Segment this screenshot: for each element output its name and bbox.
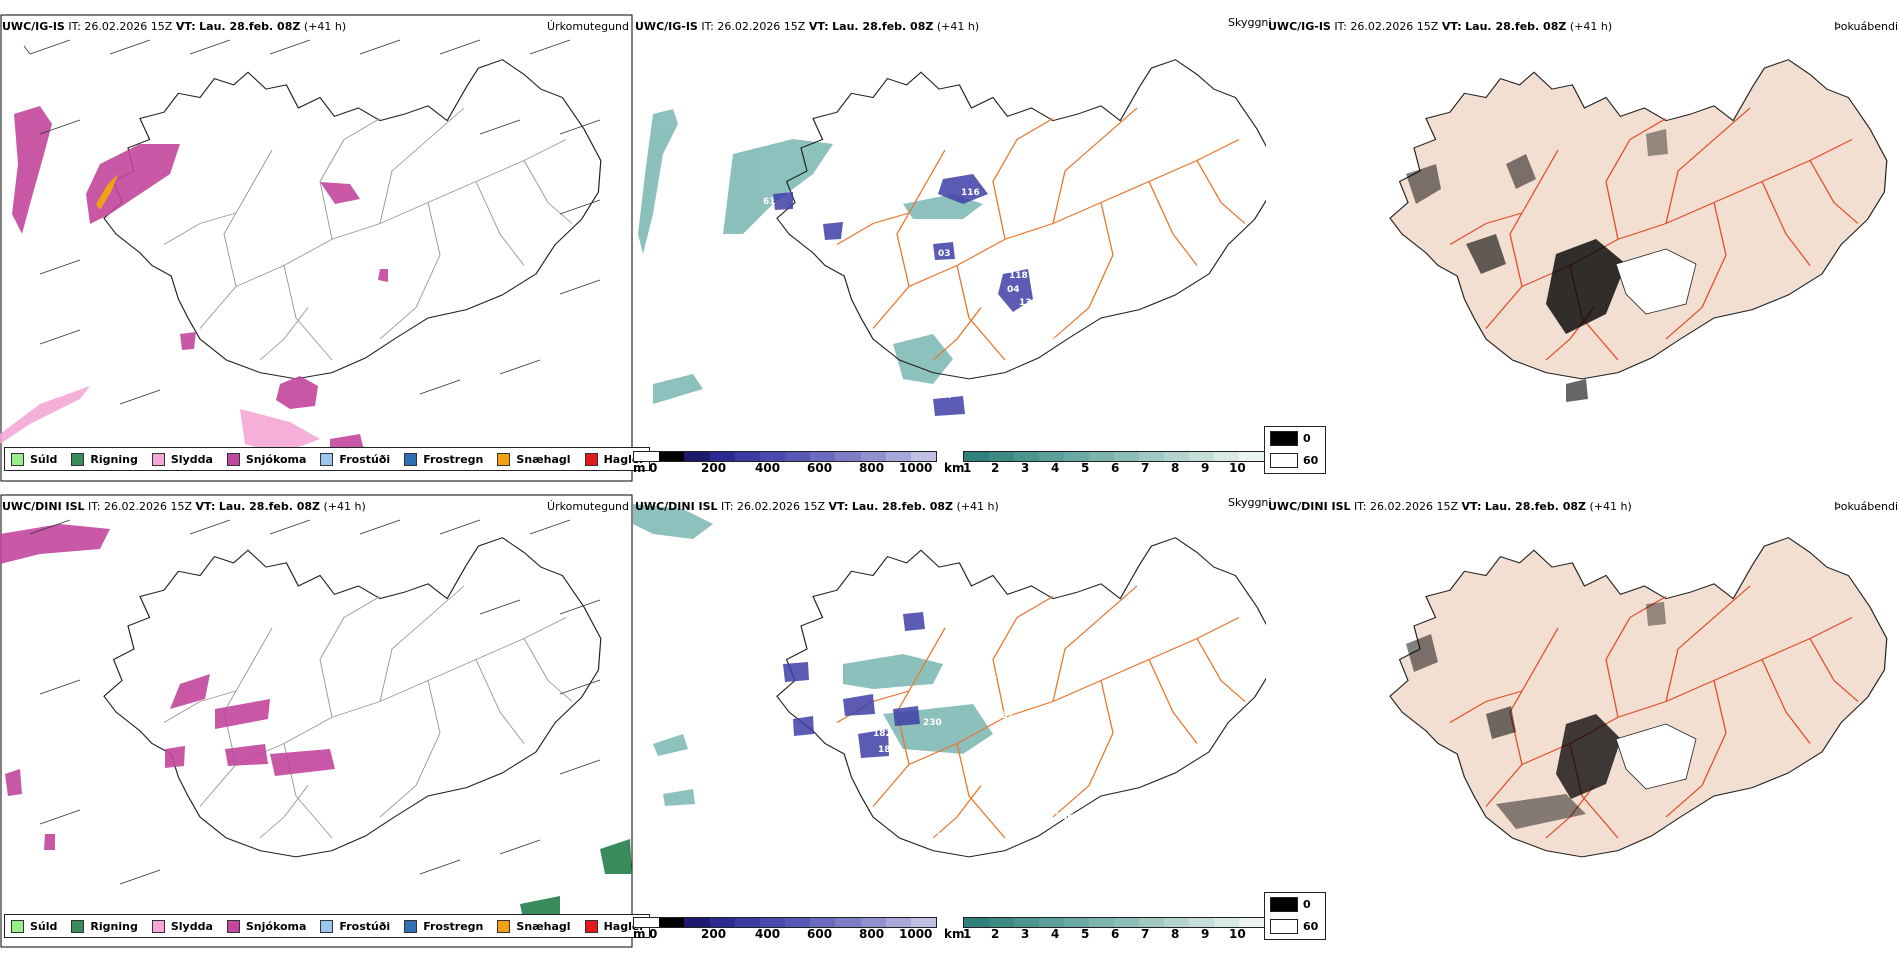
fog-legend: 0 60 bbox=[1264, 426, 1326, 474]
snow-areas bbox=[0, 524, 335, 850]
panel-header: UWC/IG-IS IT: 26.02.2026 15Z VT: Lau. 28… bbox=[2, 20, 347, 33]
cloud-label: 13 bbox=[991, 671, 1004, 681]
cloud-label: 131 bbox=[995, 711, 1014, 721]
cloud-base-colorbar bbox=[633, 451, 937, 462]
graupel-streak bbox=[96, 174, 118, 210]
cloud-label: 2 bbox=[1053, 337, 1059, 347]
cloud-label: 04 bbox=[1007, 285, 1020, 295]
legend-item: Frostúði bbox=[320, 919, 390, 933]
legend-item: Snæhagl bbox=[497, 452, 571, 466]
panel-title: Skyggni bbox=[1228, 16, 1272, 29]
panel-header: UWC/IG-IS IT: 26.02.2026 15Z VT: Lau. 28… bbox=[635, 20, 980, 33]
cloud-label: 128 bbox=[929, 832, 948, 842]
fog-legend: 0 60 bbox=[1264, 892, 1326, 940]
precip-type-panel: UWC/IG-IS IT: 26.02.2026 15Z VT: Lau. 28… bbox=[0, 14, 651, 484]
fog-index-panel: UWC/DINI ISL IT: 26.02.2026 15Z VT: Lau.… bbox=[1264, 494, 1900, 964]
cloud-label: 61 bbox=[763, 197, 776, 207]
cloud-label: 230 bbox=[923, 718, 942, 728]
legend-item: Frostregn bbox=[404, 452, 483, 466]
legend-item: Snjókoma bbox=[226, 919, 306, 933]
cloud-map: 182 230 188 187 131 112 120 13 128 80 11… bbox=[633, 504, 1266, 877]
cloud-label: 03 bbox=[938, 249, 951, 259]
fog-map bbox=[1389, 537, 1888, 858]
cloud-visibility-panel: 116 03 118 04 13 57 127 167 1 61 2 UWC/I… bbox=[633, 14, 1271, 484]
legend-item: Frostúði bbox=[320, 452, 390, 466]
glacier-area bbox=[1615, 723, 1697, 790]
panel-header: UWC/DINI ISL IT: 26.02.2026 15Z VT: Lau.… bbox=[635, 500, 999, 513]
legend-item: Snæhagl bbox=[497, 919, 571, 933]
precip-legend: Súld Rigning Slydda Snjókoma Frostúði Fr… bbox=[4, 914, 651, 938]
precip-type-panel: UWC/DINI ISL IT: 26.02.2026 15Z VT: Lau.… bbox=[0, 494, 651, 964]
iceland-outline bbox=[776, 537, 1266, 858]
scale-unit: m bbox=[633, 927, 646, 941]
fog-index-panel: UWC/IG-IS IT: 26.02.2026 15Z VT: Lau. 28… bbox=[1264, 14, 1900, 484]
legend-item: Súld bbox=[11, 452, 57, 466]
legend-item: Rigning bbox=[71, 919, 138, 933]
scale-unit: m bbox=[633, 461, 646, 475]
cloud-label: 106 bbox=[1055, 812, 1074, 822]
forecast-row-dini-isl: UWC/DINI ISL IT: 26.02.2026 15Z VT: Lau.… bbox=[0, 494, 1900, 964]
legend-item: Rigning bbox=[71, 452, 138, 466]
iceland-outline bbox=[1389, 537, 1888, 858]
panel-title: Skyggni bbox=[1228, 496, 1272, 509]
panel-title: Úrkomutegund bbox=[547, 500, 629, 513]
panel-title: Þokuábendi bbox=[1834, 20, 1898, 33]
cloud-label: 113 bbox=[929, 867, 948, 877]
scale-unit: km bbox=[944, 927, 965, 941]
cloud-base-labels: 116 03 118 04 13 57 127 167 1 61 2 bbox=[711, 187, 1059, 401]
sleet-areas bbox=[0, 386, 320, 454]
cloud-label: 57 bbox=[711, 229, 724, 239]
panel-header: UWC/DINI ISL IT: 26.02.2026 15Z VT: Lau.… bbox=[2, 500, 366, 513]
snow-areas bbox=[12, 106, 388, 459]
cloud-label: 182 bbox=[873, 729, 892, 739]
visibility-areas bbox=[633, 504, 993, 806]
cloud-map: 116 03 118 04 13 57 127 167 1 61 2 bbox=[638, 59, 1266, 416]
visibility-colorbar bbox=[963, 451, 1265, 462]
cloud-label: 1 bbox=[873, 187, 879, 197]
panel-header: UWC/IG-IS IT: 26.02.2026 15Z VT: Lau. 28… bbox=[1268, 20, 1613, 33]
glacier-area bbox=[1615, 248, 1697, 315]
cloud-visibility-panel: 182 230 188 187 131 112 120 13 128 80 11… bbox=[633, 494, 1271, 964]
iceland-outline bbox=[1389, 59, 1888, 380]
wind-barbs bbox=[23, 39, 601, 405]
cloud-label: 187 bbox=[933, 699, 952, 709]
fog-areas bbox=[1406, 129, 1668, 402]
legend-item: Súld bbox=[11, 919, 57, 933]
legend-item: Snjókoma bbox=[226, 452, 306, 466]
cloud-base-colorbar bbox=[633, 917, 937, 928]
iceland-outline bbox=[776, 59, 1266, 380]
scale-unit: km bbox=[944, 461, 965, 475]
legend-item: Frostregn bbox=[404, 919, 483, 933]
wind-barbs bbox=[29, 519, 601, 885]
panel-title: Þokuábendi bbox=[1834, 500, 1898, 513]
cloud-label: 116 bbox=[961, 188, 980, 198]
low-cloud-areas bbox=[773, 174, 1033, 416]
cloud-base-labels: 182 230 188 187 131 112 120 13 128 80 11… bbox=[873, 671, 1074, 877]
legend-item: Slydda bbox=[151, 452, 213, 466]
precip-legend: Súld Rigning Slydda Snjókoma Frostúði Fr… bbox=[4, 447, 651, 471]
cloud-label: 80 bbox=[909, 862, 922, 872]
panel-header: UWC/DINI ISL IT: 26.02.2026 15Z VT: Lau.… bbox=[1268, 500, 1632, 513]
forecast-row-ig-is: UWC/IG-IS IT: 26.02.2026 15Z VT: Lau. 28… bbox=[0, 14, 1900, 484]
cloud-label: 13 bbox=[1019, 298, 1032, 308]
cloud-label: 127 bbox=[909, 388, 928, 398]
cloud-label: 118 bbox=[1009, 271, 1028, 281]
legend-item: Slydda bbox=[151, 919, 213, 933]
precip-map bbox=[0, 14, 633, 482]
cloud-label: 120 bbox=[1009, 735, 1028, 745]
cloud-label: 188 bbox=[878, 745, 897, 755]
precip-map bbox=[0, 494, 633, 948]
low-cloud-areas bbox=[783, 612, 925, 758]
visibility-areas bbox=[638, 109, 983, 404]
fog-map bbox=[1389, 59, 1888, 402]
fog-areas bbox=[1406, 602, 1666, 829]
cloud-label: 112 bbox=[1001, 725, 1020, 735]
visibility-colorbar bbox=[963, 917, 1265, 928]
panel-title: Úrkomutegund bbox=[547, 20, 629, 33]
cloud-label: 167 bbox=[935, 391, 954, 401]
